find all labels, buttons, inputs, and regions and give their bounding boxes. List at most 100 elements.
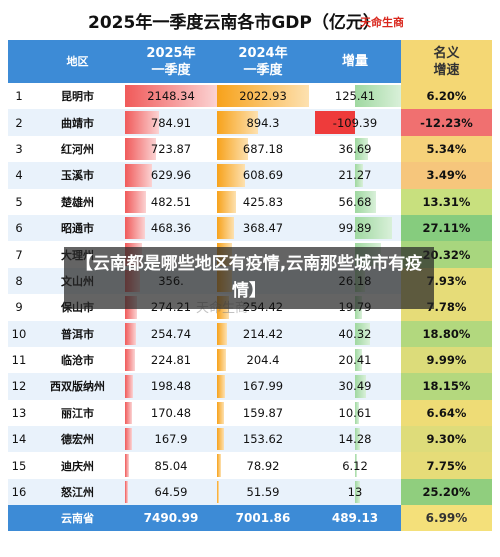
rank-cell: 2: [8, 109, 30, 135]
growth-value: 19.79: [338, 300, 372, 315]
gdp-2025-value: 224.81: [150, 353, 192, 368]
nominal-rate-cell: 18.80%: [401, 320, 492, 347]
growth-value: 125.41: [334, 89, 376, 104]
nominal-rate-value: -12.23%: [420, 115, 473, 130]
growth-value: 20.41: [338, 353, 372, 368]
growth-value: 21.27: [338, 168, 372, 183]
gdp-2024-value: 608.69: [242, 168, 284, 183]
gdp-2024-value: 687.18: [242, 141, 284, 156]
gdp-2024-value: 254.42: [242, 300, 284, 315]
nominal-rate-cell: 18.15%: [401, 373, 492, 400]
rank-cell: 13: [8, 400, 30, 426]
nominal-rate-cell: 7.75%: [401, 452, 492, 479]
table-row: 1 昆明市 2148.34 2022.93 125.41 6.20%: [8, 83, 492, 110]
gdp-2025-bar: [125, 85, 217, 108]
growth-cell: 99.89: [309, 215, 401, 241]
city-name: 西双版纳州: [50, 380, 105, 394]
gdp-2025-cell: 198.48: [125, 373, 217, 399]
gdp-2024-value: 2022.93: [239, 89, 287, 104]
header-gdp-2024: 2024年一季度: [238, 45, 288, 78]
city-cell: 玉溪市: [30, 162, 125, 188]
growth-cell: 30.49: [309, 373, 401, 399]
nominal-rate-value: 25.20%: [422, 485, 471, 500]
rank-cell: 3: [8, 136, 30, 162]
header-gdp-2025: 2025年一季度: [146, 45, 196, 78]
nominal-rate-value: 9.30%: [426, 432, 467, 447]
gdp-2024-cell: 214.42: [217, 321, 309, 347]
growth-cell: 21.27: [309, 162, 401, 188]
gdp-2024-value: 368.47: [242, 221, 284, 236]
growth-cell: 10.61: [309, 400, 401, 426]
nominal-rate-value: 20.32%: [422, 247, 471, 262]
gdp-2024-cell: 159.87: [217, 400, 309, 426]
nominal-rate-value: 6.64%: [426, 405, 467, 420]
gdp-2024-cell: 78.92: [217, 452, 309, 478]
table-header: 地区 2025年一季度 2024年一季度 增量 名义增速: [8, 40, 492, 83]
brand-label: 天命生商: [360, 16, 404, 29]
city-cell: 楚雄州: [30, 189, 125, 215]
header-rank: [8, 40, 30, 83]
total-region: 云南省: [61, 512, 94, 526]
city-name: 昆明市: [61, 90, 94, 104]
table-row: 3 红河州 723.87 687.18 36.69 5.34%: [8, 135, 492, 163]
total-nominal-rate: 6.99%: [401, 505, 492, 532]
rank-cell: 4: [8, 162, 30, 188]
rank-cell: 10: [8, 321, 30, 347]
gdp-2024-bar: [217, 375, 225, 398]
nominal-rate-value: 5.34%: [426, 141, 467, 156]
page-title: 2025年一季度云南各市GDP（亿元）: [88, 13, 380, 33]
gdp-2025-bar: [125, 216, 146, 240]
growth-bar: [355, 480, 360, 504]
gdp-2025-value: 170.48: [150, 405, 192, 420]
table-row: 15 迪庆州 85.04 78.92 6.12 7.75%: [8, 452, 492, 479]
city-cell: 西双版纳州: [30, 373, 125, 399]
gdp-2024-cell: 51.59: [217, 479, 309, 505]
nominal-rate-cell: 6.20%: [401, 83, 492, 110]
gdp-2025-cell: 170.48: [125, 400, 217, 426]
gdp-2024-bar: [217, 137, 249, 161]
rank-value: 1: [15, 89, 23, 104]
growth-bar: [355, 454, 358, 477]
gdp-2024-value: 159.87: [242, 405, 284, 420]
city-name: 曲靖市: [61, 116, 94, 130]
gdp-2024-cell: 425.83: [217, 189, 309, 215]
growth-value: 30.49: [338, 379, 372, 394]
gdp-2025-value: 784.91: [150, 115, 192, 130]
nominal-rate-cell: 27.11%: [401, 214, 492, 242]
nominal-rate-value: 13.31%: [422, 194, 471, 209]
gdp-2025-value: 482.51: [150, 194, 192, 209]
gdp-2025-cell: 224.81: [125, 347, 217, 373]
rank-value: 13: [11, 405, 27, 420]
rank-cell: 16: [8, 479, 30, 505]
nominal-rate-cell: 5.34%: [401, 135, 492, 163]
gdp-2024-value: 425.83: [242, 194, 284, 209]
growth-value: 36.69: [338, 141, 372, 156]
growth-cell: 36.69: [309, 136, 401, 162]
gdp-2024-bar: [217, 348, 227, 372]
gdp-2024-bar: [217, 480, 220, 504]
table-row: 10 普洱市 254.74 214.42 40.32 18.80%: [8, 320, 492, 347]
gdp-2024-value: 167.99: [242, 379, 284, 394]
growth-cell: 20.41: [309, 347, 401, 373]
total-gdp-2025: 7490.99: [143, 511, 199, 526]
rank-cell: 8: [8, 268, 30, 294]
growth-value: 56.68: [338, 194, 372, 209]
rank-cell: 15: [8, 452, 30, 478]
table-row: 6 昭通市 468.36 368.47 99.89 27.11%: [8, 214, 492, 242]
overlay-banner: 【云南都是哪些地区有疫情,云南那些城市有疫情】: [64, 247, 434, 309]
growth-cell: 125.41: [309, 83, 401, 109]
growth-cell: 56.68: [309, 189, 401, 215]
gdp-2025-bar: [125, 375, 134, 398]
gdp-2024-value: 78.92: [246, 458, 280, 473]
growth-bar: [355, 85, 401, 108]
rank-value: 10: [11, 326, 27, 341]
nominal-rate-value: 7.75%: [426, 458, 467, 473]
nominal-rate-cell: 9.30%: [401, 426, 492, 453]
growth-bar: [355, 348, 363, 372]
city-cell: 昭通市: [30, 215, 125, 241]
growth-bar: [355, 216, 392, 240]
gdp-2024-cell: 894.3: [217, 109, 309, 135]
nominal-rate-cell: 13.31%: [401, 188, 492, 215]
table-row: 11 临沧市 224.81 204.4 20.41 9.99%: [8, 346, 492, 374]
rank-cell: 1: [8, 83, 30, 109]
